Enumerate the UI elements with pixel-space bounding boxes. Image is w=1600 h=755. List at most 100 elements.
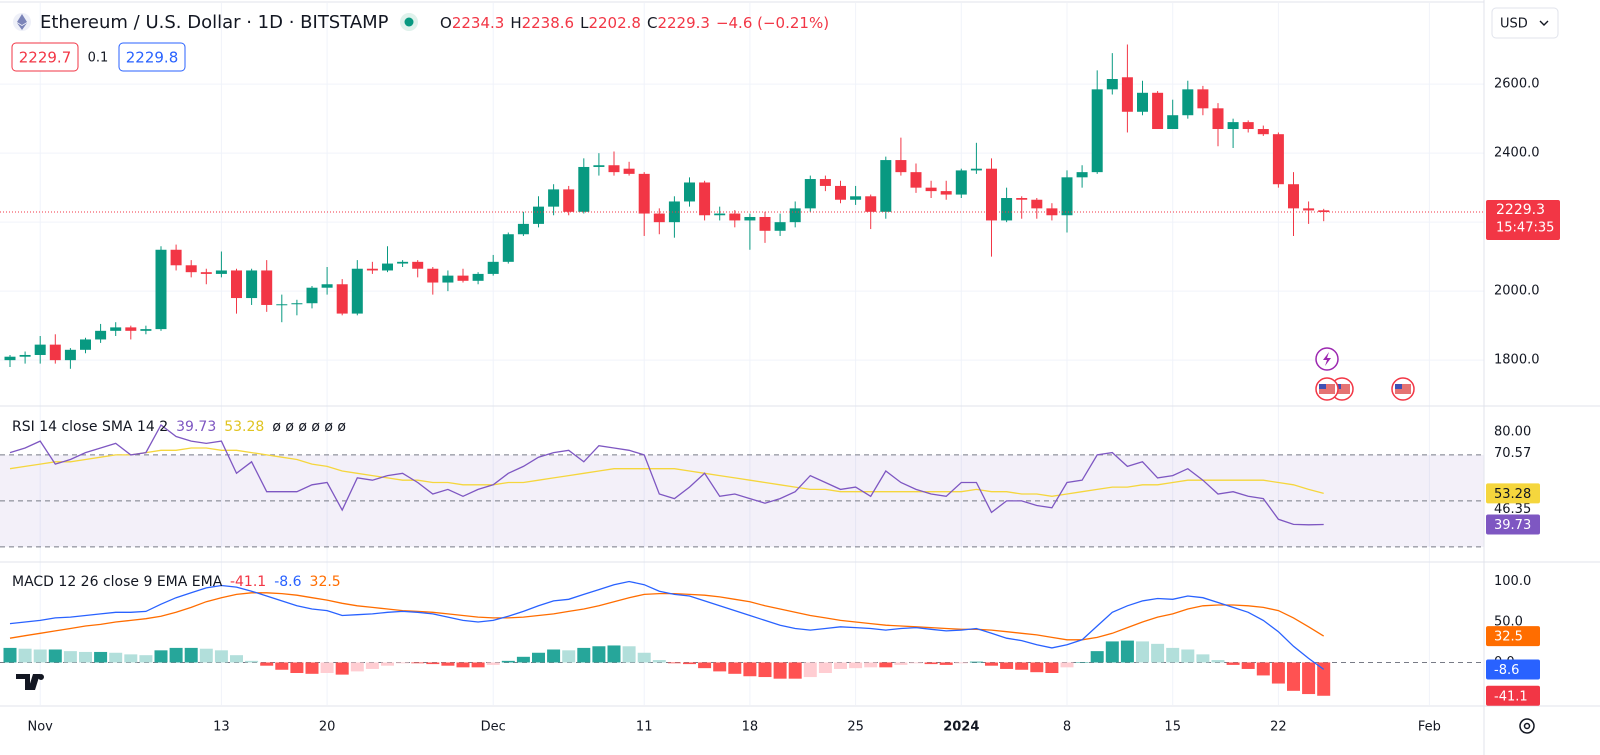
candle-body — [517, 223, 529, 235]
histogram-bar — [396, 662, 410, 664]
histogram-bar — [698, 662, 712, 669]
flag-icon[interactable] — [1391, 377, 1415, 401]
histogram-bar — [909, 662, 923, 664]
histogram-bar — [1151, 643, 1165, 663]
x-tick-label: Feb — [1418, 720, 1441, 735]
histogram-bar — [230, 655, 243, 663]
candle-body — [1182, 89, 1194, 116]
rsi-value: 39.73 — [176, 419, 216, 435]
candle-body — [533, 206, 544, 224]
candle-body — [140, 329, 152, 331]
x-tick-label: 25 — [847, 720, 864, 735]
macd-legend: MACD 12 26 close 9 EMA EMA -41.1 -8.6 32.5 — [12, 574, 341, 590]
y-tick-label: 100.0 — [1494, 574, 1531, 589]
candle-body — [789, 208, 801, 223]
rsi-line — [9, 424, 1324, 526]
histogram-bar — [1226, 662, 1240, 665]
histogram-bar — [1075, 662, 1089, 663]
histogram-bar — [954, 662, 968, 664]
candle-body — [110, 327, 122, 331]
histogram-bar — [803, 662, 817, 678]
flag-canton — [1319, 384, 1326, 389]
price-tag-label: 2229.3 — [1496, 202, 1545, 218]
signal-line — [9, 592, 1325, 641]
histogram-bar — [1302, 662, 1316, 695]
histogram-bar — [411, 662, 425, 664]
candle-body — [714, 213, 726, 216]
histogram-bar — [547, 649, 561, 663]
histogram-bar — [184, 647, 198, 663]
histogram-bar — [290, 662, 304, 674]
histogram-bar — [532, 652, 545, 663]
histogram-bar — [667, 662, 681, 664]
settings-icon[interactable] — [1519, 718, 1535, 734]
candle-body — [1197, 89, 1209, 109]
candle-body — [382, 263, 393, 271]
macd-value: -8.6 — [274, 574, 301, 590]
bid-box[interactable] — [11, 42, 79, 72]
candle-body — [578, 166, 590, 212]
histogram-bar — [199, 648, 213, 663]
histogram-bar — [501, 660, 515, 663]
candle-body — [623, 168, 635, 174]
candle-body — [1227, 122, 1239, 130]
countdown: 15:47:35 — [1496, 221, 1554, 236]
histogram-bar — [471, 662, 485, 668]
candle-body — [95, 330, 107, 340]
rsi-extra: ø ø ø ø ø ø — [272, 419, 346, 435]
candle-body — [1001, 198, 1013, 221]
candle-body — [351, 268, 363, 314]
candle-body — [64, 349, 76, 361]
tags-layer: 2229.3 15:47:35 39.73 53.28 32.5 -8.6 -41.1 — [1486, 200, 1560, 706]
histogram-bar — [18, 648, 32, 663]
candle-body — [865, 196, 877, 212]
histogram-bar — [124, 654, 138, 663]
candle-body — [1061, 177, 1073, 216]
candle-body — [1031, 199, 1043, 209]
value-tag — [1486, 514, 1540, 535]
macd-hist-value: -41.1 — [230, 574, 266, 590]
ohlc-value: 2238.6 — [522, 14, 575, 32]
candle-body — [608, 165, 620, 173]
value-tag-label: 32.5 — [1494, 630, 1523, 645]
flag — [1334, 384, 1350, 394]
histogram-bar — [788, 662, 802, 679]
value-tag-label: -8.6 — [1494, 663, 1519, 678]
histogram-bar — [622, 646, 636, 663]
ohlc-label: C — [647, 14, 657, 32]
histogram-bar — [849, 662, 863, 669]
histogram-bar — [48, 649, 62, 663]
histogram-bar — [245, 660, 259, 663]
ohlc-label: L — [580, 14, 589, 32]
histogram-bar — [335, 662, 349, 675]
histogram-bar — [562, 650, 576, 663]
histogram-bar — [818, 662, 832, 674]
value-tag-label: 39.73 — [1494, 518, 1531, 533]
candle-body — [653, 213, 665, 223]
candle-body — [774, 222, 786, 231]
histogram-bar — [381, 662, 394, 666]
ask-box[interactable] — [118, 42, 186, 72]
flag-icon[interactable] — [1315, 377, 1339, 401]
histogram-bar — [1090, 651, 1104, 663]
histogram-bar — [1030, 662, 1044, 673]
rsi-sma-value: 53.28 — [224, 419, 264, 435]
histogram-bar — [1241, 662, 1255, 669]
histogram-bar — [426, 662, 440, 665]
header: Ethereum / U.S. Dollar · 1D · BITSTAMP O… — [11, 7, 1559, 72]
histogram-bar — [1211, 660, 1225, 663]
y-tick-label: 2000.0 — [1494, 284, 1540, 299]
currency-button[interactable] — [1491, 7, 1559, 39]
spread: 0.1 — [88, 51, 109, 66]
histogram-bar — [728, 662, 742, 674]
chevron — [1539, 20, 1549, 26]
candle-body — [1137, 92, 1148, 112]
histogram-bar — [1105, 641, 1119, 663]
candle-body — [397, 261, 409, 264]
x-tick-label: 11 — [636, 720, 653, 735]
histogram-bar — [350, 662, 364, 672]
candle-body — [699, 182, 711, 216]
logo[interactable] — [16, 674, 44, 690]
